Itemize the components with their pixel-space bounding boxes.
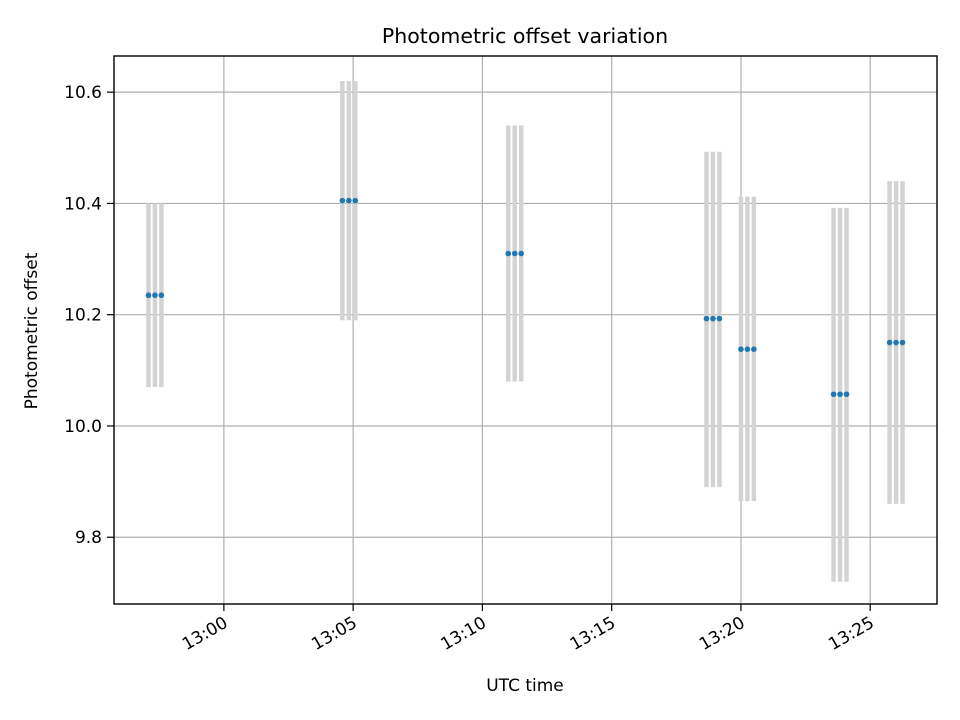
data-point xyxy=(837,391,843,398)
data-point xyxy=(511,250,518,257)
data-point xyxy=(738,346,744,352)
data-point xyxy=(346,197,352,204)
y-axis-label: Photometric offset xyxy=(22,252,42,409)
x-axis-label: UTC time xyxy=(486,676,564,696)
data-point xyxy=(886,339,893,346)
data-point xyxy=(893,339,899,346)
data-point xyxy=(710,315,716,322)
data-point xyxy=(518,250,524,257)
data-point xyxy=(703,315,710,322)
data-point xyxy=(716,315,723,322)
data-points xyxy=(145,197,906,398)
data-point xyxy=(158,292,165,299)
y-tick-label: 10.6 xyxy=(64,83,102,103)
data-point xyxy=(751,346,757,352)
y-tick-label: 9.8 xyxy=(75,528,102,548)
data-point xyxy=(505,250,512,257)
y-tick-label: 10.2 xyxy=(64,306,102,326)
y-tick-label: 10.0 xyxy=(64,417,102,437)
data-point xyxy=(843,391,850,398)
data-point xyxy=(339,197,346,204)
data-point xyxy=(152,292,158,299)
data-point xyxy=(830,391,837,398)
y-tick-label: 10.4 xyxy=(64,194,102,214)
data-point xyxy=(352,197,359,204)
chart-title: Photometric offset variation xyxy=(382,24,668,48)
plot-frame xyxy=(113,55,938,605)
data-point xyxy=(899,339,906,346)
data-point xyxy=(744,346,751,352)
data-point xyxy=(145,292,152,299)
